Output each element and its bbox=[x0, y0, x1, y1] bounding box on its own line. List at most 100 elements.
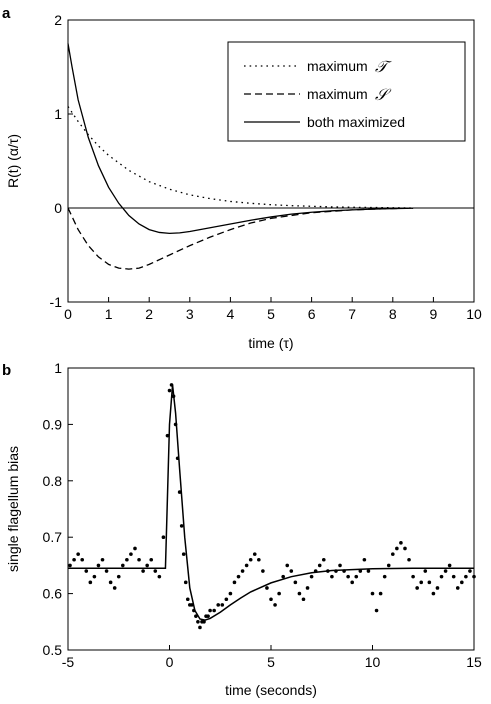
data-point bbox=[252, 552, 257, 556]
data-point bbox=[293, 580, 298, 585]
x-tick-label: 0 bbox=[166, 654, 174, 670]
data-point bbox=[366, 569, 371, 573]
panel-a-legend: maximum 𝒯 maximum 𝒮 both maximized bbox=[227, 41, 466, 142]
data-point bbox=[423, 569, 428, 573]
data-point bbox=[277, 591, 281, 596]
data-point bbox=[92, 574, 97, 579]
y-tick-label: 1 bbox=[54, 360, 62, 376]
data-point bbox=[374, 608, 379, 613]
data-point bbox=[116, 574, 121, 579]
y-tick-label: 2 bbox=[54, 12, 62, 28]
data-point bbox=[273, 603, 277, 607]
data-point bbox=[451, 574, 456, 579]
data-point bbox=[415, 586, 419, 590]
data-point bbox=[317, 563, 322, 568]
x-tick-label: 1 bbox=[105, 306, 113, 322]
data-point bbox=[378, 591, 383, 596]
legend-box bbox=[227, 41, 466, 142]
data-point bbox=[145, 563, 149, 568]
data-point bbox=[269, 597, 273, 602]
x-tick-label: 0 bbox=[64, 306, 72, 322]
data-point bbox=[88, 580, 93, 585]
panel-b-x-ticks: -5 0 5 10 15 bbox=[62, 645, 482, 670]
data-point bbox=[202, 620, 206, 624]
data-point bbox=[257, 557, 261, 562]
y-tick-label: 0 bbox=[54, 200, 62, 216]
data-point bbox=[228, 591, 233, 596]
data-point bbox=[407, 557, 411, 562]
legend-item-2-label: maximum bbox=[307, 86, 368, 102]
panel-b-label: b bbox=[2, 362, 11, 379]
legend-item-3-label: both maximized bbox=[307, 114, 405, 130]
series-maximum-s-line bbox=[67, 207, 414, 270]
data-point bbox=[346, 574, 350, 579]
data-point bbox=[391, 552, 395, 556]
data-point bbox=[137, 557, 141, 562]
data-point bbox=[112, 586, 117, 590]
panel-a-x-ticks: 0 1 2 3 4 5 6 7 8 9 10 bbox=[64, 297, 482, 322]
panel-b-chart: b -5 0 5 10 15 0.5 0.6 0.7 0.8 0.9 1 time (second… bbox=[2, 360, 482, 698]
data-point bbox=[248, 557, 253, 562]
data-point bbox=[443, 569, 448, 573]
data-point bbox=[370, 591, 375, 596]
data-point bbox=[435, 586, 440, 590]
data-point bbox=[382, 574, 387, 579]
data-point bbox=[321, 557, 326, 562]
data-point bbox=[460, 580, 464, 585]
x-tick-label: 5 bbox=[267, 654, 275, 670]
data-point bbox=[455, 586, 460, 590]
data-point bbox=[411, 574, 415, 579]
data-point bbox=[464, 574, 468, 579]
data-point bbox=[330, 574, 334, 579]
y-tick-label: 0.8 bbox=[43, 473, 63, 489]
x-tick-label: -5 bbox=[62, 654, 75, 670]
data-point bbox=[125, 557, 129, 562]
data-point bbox=[157, 574, 162, 579]
data-point bbox=[100, 557, 105, 562]
data-point bbox=[179, 524, 184, 528]
panel-b-y-ticks: 0.5 0.6 0.7 0.8 0.9 1 bbox=[43, 360, 73, 658]
y-tick-label: -1 bbox=[50, 294, 63, 310]
data-point bbox=[297, 591, 302, 596]
x-tick-label: 5 bbox=[267, 306, 275, 322]
data-point bbox=[96, 563, 101, 568]
data-point bbox=[76, 552, 80, 556]
data-point bbox=[427, 580, 432, 585]
x-tick-label: 10 bbox=[466, 306, 482, 322]
x-tick-label: 9 bbox=[430, 306, 438, 322]
y-tick-label: 1 bbox=[54, 106, 62, 122]
data-point bbox=[468, 569, 472, 573]
data-point bbox=[153, 569, 158, 573]
data-point bbox=[285, 563, 290, 568]
data-point bbox=[208, 608, 212, 613]
data-point bbox=[141, 569, 145, 573]
data-point bbox=[399, 541, 403, 545]
data-point bbox=[354, 574, 359, 579]
data-point bbox=[167, 388, 172, 393]
data-point bbox=[104, 569, 109, 573]
x-tick-label: 6 bbox=[308, 306, 316, 322]
series-maximum-t-line bbox=[67, 106, 414, 209]
data-point bbox=[72, 557, 76, 562]
data-point bbox=[206, 614, 210, 618]
data-point bbox=[68, 563, 72, 568]
x-tick-label: 10 bbox=[365, 654, 381, 670]
panel-b-x-axis-label: time (seconds) bbox=[225, 682, 317, 698]
panel-b-y-axis-label: single flagellum bias bbox=[5, 446, 21, 572]
y-tick-label: 0.5 bbox=[43, 642, 63, 658]
data-point bbox=[216, 603, 221, 607]
y-tick-label: 0.7 bbox=[43, 529, 63, 545]
data-point bbox=[121, 563, 125, 568]
data-point bbox=[236, 574, 241, 579]
data-point bbox=[338, 563, 342, 568]
data-point bbox=[129, 552, 133, 556]
data-point bbox=[403, 546, 407, 551]
data-point bbox=[244, 563, 249, 568]
data-point bbox=[431, 591, 436, 596]
data-point bbox=[165, 433, 170, 438]
series-both-maximized-line bbox=[67, 43, 414, 235]
data-point bbox=[439, 574, 444, 579]
data-point bbox=[309, 574, 314, 579]
